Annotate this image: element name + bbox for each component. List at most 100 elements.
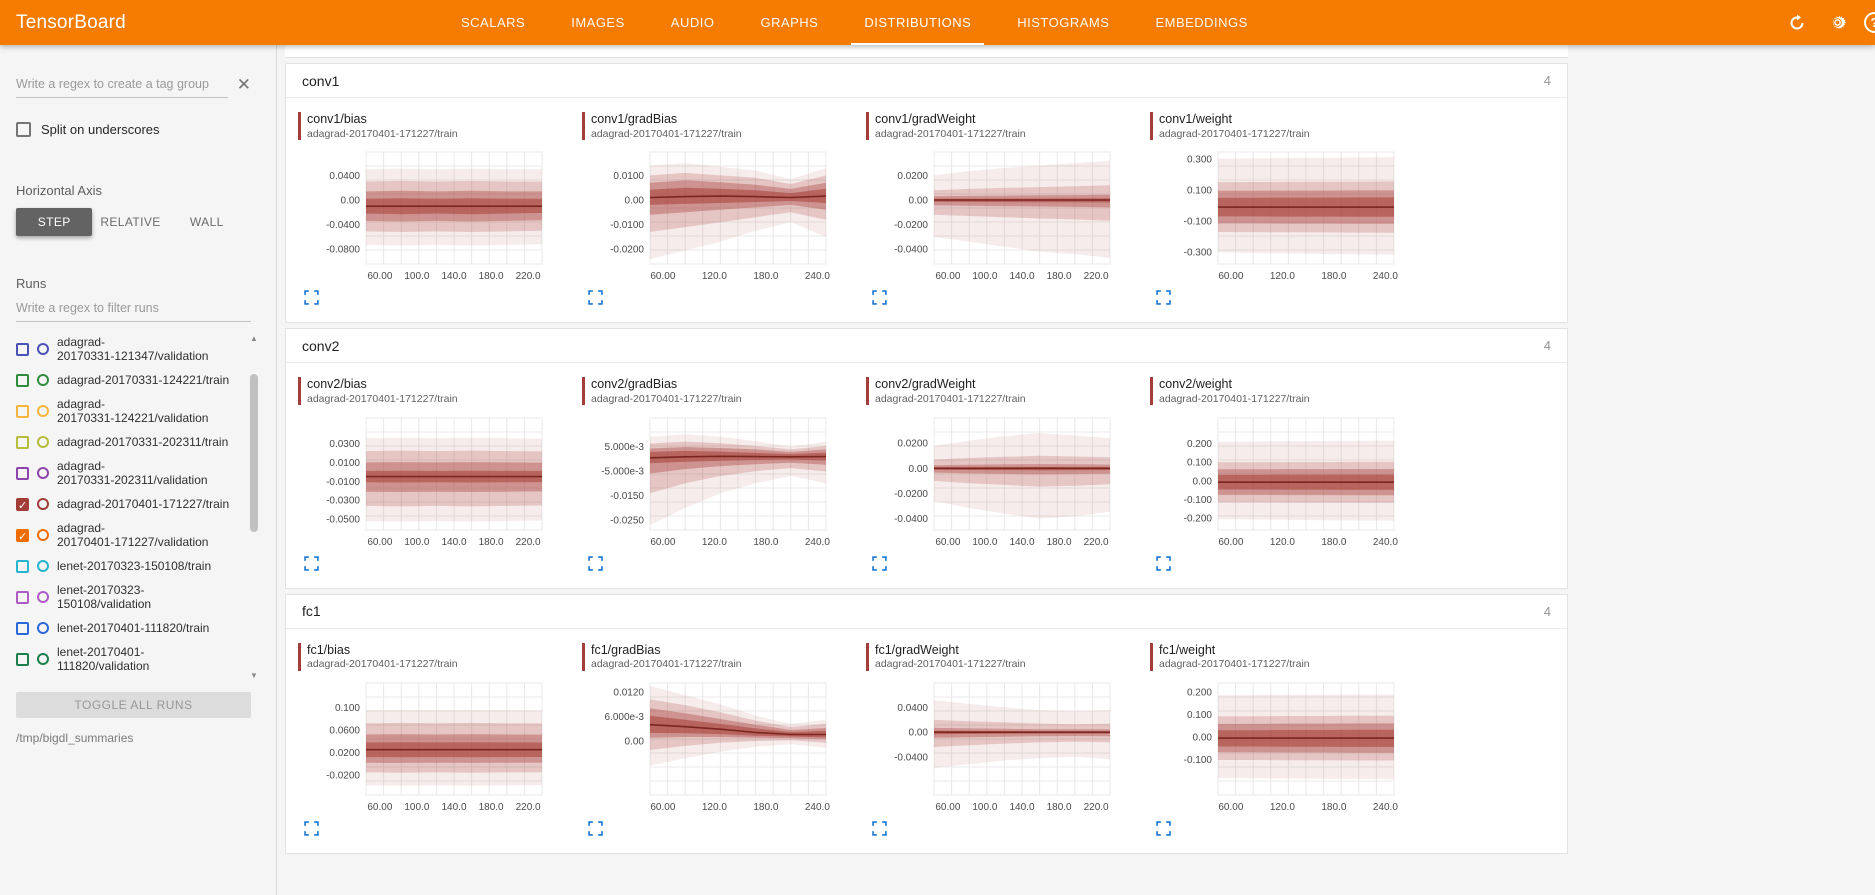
- run-filter-row: [16, 297, 251, 322]
- run-item[interactable]: adagrad-20170331-124221/train: [16, 368, 234, 392]
- run-item[interactable]: lenet-20170401-112317/train: [16, 678, 234, 684]
- distribution-chart-conv2/bias: conv2/bias adagrad-20170401-171227/train…: [298, 377, 582, 571]
- nav-tab-distributions[interactable]: DISTRIBUTIONS: [841, 0, 994, 45]
- run-item[interactable]: lenet-20170401-111820/train: [16, 616, 234, 640]
- svg-text:100.0: 100.0: [972, 271, 997, 282]
- run-item[interactable]: adagrad- 20170331-202311/validation: [16, 454, 234, 492]
- nav-tab-histograms[interactable]: HISTOGRAMS: [1017, 15, 1110, 30]
- svg-text:140.0: 140.0: [441, 271, 466, 282]
- run-checkbox[interactable]: [16, 435, 29, 449]
- svg-text:180.0: 180.0: [1321, 537, 1346, 548]
- expand-chart-button[interactable]: [588, 290, 604, 306]
- category-header-conv1[interactable]: conv1 4: [286, 64, 1567, 98]
- run-checkbox[interactable]: [16, 373, 29, 387]
- run-color-circle: [37, 436, 49, 448]
- expand-chart-button[interactable]: [304, 555, 320, 572]
- run-name: adagrad- 20170331-121347/validation: [57, 335, 209, 363]
- svg-text:60.00: 60.00: [1218, 271, 1243, 282]
- expand-chart-button[interactable]: [1156, 290, 1172, 306]
- scroll-up-icon[interactable]: ▲: [250, 334, 258, 343]
- svg-text:0.100: 0.100: [1187, 186, 1212, 197]
- expand-chart-button[interactable]: [588, 555, 604, 572]
- run-color-strip: [1150, 642, 1153, 671]
- run-checkbox[interactable]: [16, 559, 29, 573]
- svg-text:-0.0400: -0.0400: [894, 514, 928, 525]
- nav-tab-scalars[interactable]: SCALARS: [461, 15, 526, 30]
- clear-tag-filter-button[interactable]: ✕: [236, 75, 251, 94]
- nav-tab-embeddings[interactable]: EMBEDDINGS: [1155, 15, 1248, 30]
- svg-text:0.00: 0.00: [625, 196, 645, 207]
- run-item[interactable]: lenet-20170401-111820/validation: [16, 640, 234, 678]
- category-header-conv2[interactable]: conv2 4: [286, 329, 1567, 364]
- run-filter-input[interactable]: [16, 297, 251, 322]
- chart-title: conv1/weight: [1159, 112, 1232, 126]
- chart-title: fc1/bias: [307, 642, 351, 657]
- run-item[interactable]: ✓ adagrad-20170401-171227/train: [16, 492, 234, 516]
- toggle-all-runs-button[interactable]: TOGGLE ALL RUNS: [16, 692, 251, 718]
- tag-filter-input[interactable]: [16, 73, 228, 98]
- chart-title: fc1/gradBias: [591, 642, 661, 657]
- svg-text:-0.0300: -0.0300: [326, 495, 360, 506]
- run-checkbox[interactable]: [16, 466, 29, 480]
- run-name: adagrad- 20170331-124221/validation: [57, 397, 209, 425]
- split-on-underscores-checkbox[interactable]: [16, 122, 31, 137]
- svg-text:240.0: 240.0: [1373, 271, 1398, 282]
- nav-tab-images[interactable]: IMAGES: [571, 15, 625, 30]
- expand-chart-button[interactable]: [304, 290, 320, 306]
- distribution-chart-fc1/gradWeight: fc1/gradWeight adagrad-20170401-171227/t…: [866, 642, 1150, 837]
- run-checkbox[interactable]: [16, 404, 29, 418]
- runs-scrollbar[interactable]: ▲ ▼: [247, 330, 261, 684]
- run-checkbox[interactable]: [16, 683, 29, 684]
- refresh-icon[interactable]: [1784, 10, 1810, 36]
- run-name: lenet-20170323-150108/validation: [57, 583, 152, 611]
- nav-tab-audio[interactable]: AUDIO: [670, 15, 715, 30]
- svg-text:120.0: 120.0: [1270, 802, 1295, 813]
- axis-option-wall[interactable]: WALL: [189, 215, 224, 229]
- expand-chart-button[interactable]: [872, 555, 888, 572]
- expand-chart-button[interactable]: [304, 821, 320, 837]
- expand-chart-button[interactable]: [872, 821, 888, 837]
- run-checkbox[interactable]: [16, 590, 29, 604]
- svg-text:0.00: 0.00: [909, 463, 929, 474]
- run-color-circle: [37, 529, 49, 541]
- svg-text:240.0: 240.0: [805, 537, 830, 548]
- category-card: conv2 4 conv2/bias adagrad-20170401-1712…: [285, 328, 1568, 589]
- run-item[interactable]: lenet-20170323-150108/validation: [16, 578, 234, 616]
- settings-icon[interactable]: [1824, 10, 1850, 36]
- run-name: lenet-20170401-111820/train: [57, 621, 210, 635]
- expand-chart-button[interactable]: [872, 290, 888, 306]
- expand-chart-button[interactable]: [588, 821, 604, 837]
- svg-text:-0.0150: -0.0150: [610, 491, 644, 502]
- scrollbar-thumb[interactable]: [250, 374, 258, 532]
- expand-chart-button[interactable]: [1156, 821, 1172, 837]
- run-checkbox[interactable]: ✓: [16, 497, 29, 512]
- svg-text:140.0: 140.0: [1009, 271, 1034, 282]
- split-on-underscores-row[interactable]: Split on underscores: [16, 122, 260, 137]
- run-item[interactable]: adagrad- 20170331-121347/validation: [16, 330, 234, 368]
- main-content: conv1 4 conv1/bias adagrad-20170401-1712…: [277, 45, 1875, 895]
- run-checkbox[interactable]: [16, 342, 29, 356]
- chart-title: conv2/weight: [1159, 377, 1232, 392]
- svg-text:140.0: 140.0: [1009, 802, 1034, 813]
- run-item[interactable]: adagrad- 20170331-124221/validation: [16, 392, 234, 430]
- run-item[interactable]: lenet-20170323-150108/train: [16, 554, 234, 578]
- axis-option-step[interactable]: STEP: [16, 208, 93, 236]
- axis-option-relative[interactable]: RELATIVE: [100, 215, 161, 229]
- svg-text:-0.100: -0.100: [1184, 495, 1213, 506]
- run-item[interactable]: ✓ adagrad- 20170401-171227/validation: [16, 516, 234, 554]
- run-name: lenet-20170401-112317/train: [57, 683, 210, 684]
- chart-run-name: adagrad-20170401-171227/train: [307, 127, 458, 140]
- run-checkbox[interactable]: [16, 621, 29, 635]
- run-item[interactable]: adagrad-20170331-202311/train: [16, 430, 234, 454]
- scroll-down-icon[interactable]: ▼: [250, 671, 258, 680]
- svg-text:100.0: 100.0: [404, 802, 429, 813]
- expand-chart-button[interactable]: [1156, 555, 1172, 572]
- svg-text:-0.0200: -0.0200: [894, 489, 928, 500]
- chart-title-row: conv1/bias adagrad-20170401-171227/train: [298, 112, 582, 141]
- category-header-fc1[interactable]: fc1 4: [286, 595, 1567, 629]
- chart-plot: 0.0200 0.00 -0.0200 -0.0400 60.00 100.0 140.0 1…: [894, 417, 1111, 548]
- nav-tab-graphs[interactable]: GRAPHS: [760, 15, 819, 30]
- run-checkbox[interactable]: ✓: [16, 528, 29, 543]
- help-icon[interactable]: ?: [1864, 12, 1875, 33]
- run-checkbox[interactable]: [16, 652, 29, 666]
